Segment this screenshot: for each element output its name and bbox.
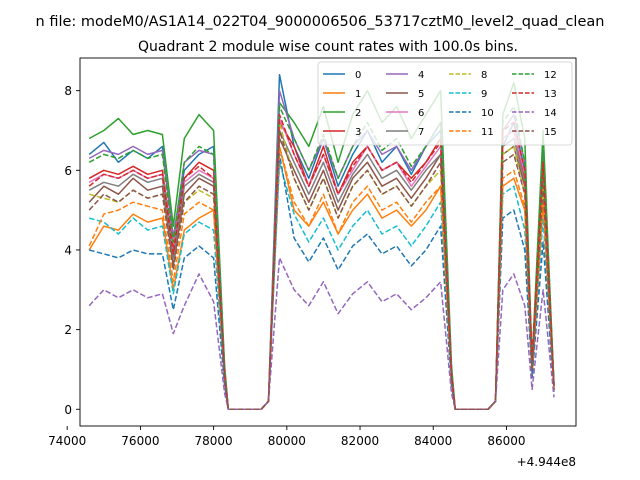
series-line-14 [88, 257, 555, 411]
legend-label-10: 10 [481, 108, 494, 119]
y-tick-label: 8 [64, 84, 72, 98]
plot-area [88, 73, 555, 411]
chart-title: Quadrant 2 module wise count rates with … [138, 39, 518, 55]
x-tick-label: 86000 [487, 434, 525, 448]
axes-frame [79, 57, 577, 427]
y-tick-label: 2 [64, 323, 72, 337]
legend-label-1: 1 [355, 89, 361, 100]
legend-label-4: 4 [418, 70, 424, 81]
y-axis-ticks: 0 2 4 6 8 [64, 84, 80, 417]
x-tick-label: 74000 [48, 434, 86, 448]
legend-label-6: 6 [418, 108, 424, 119]
legend-label-3: 3 [355, 127, 361, 138]
y-tick-label: 4 [64, 243, 72, 257]
legend-label-11: 11 [481, 127, 494, 138]
figure-suptitle: n file: modeM0/AS1A14_022T04_9000006506_… [36, 14, 605, 30]
legend-label-15: 15 [544, 127, 557, 138]
legend-label-14: 14 [544, 108, 557, 119]
x-tick-label: 80000 [268, 434, 306, 448]
series-line-7 [88, 129, 555, 411]
legend-box [317, 61, 573, 146]
x-tick-label: 76000 [121, 434, 159, 448]
series-line-12 [88, 105, 555, 411]
series-line-1 [88, 145, 555, 411]
legend-label-2: 2 [355, 108, 361, 119]
x-tick-label: 82000 [341, 434, 379, 448]
legend-label-9: 9 [481, 89, 487, 100]
x-axis-offset-label: +4.944e8 [517, 455, 576, 469]
x-tick-label: 84000 [414, 434, 452, 448]
legend-label-5: 5 [418, 89, 424, 100]
legend-label-7: 7 [418, 127, 424, 138]
y-tick-label: 6 [64, 164, 72, 178]
y-tick-label: 0 [64, 403, 72, 417]
legend-label-12: 12 [544, 70, 557, 81]
x-axis-ticks: 74000 76000 78000 80000 82000 84000 86000 [48, 426, 526, 448]
x-tick-label: 78000 [195, 434, 233, 448]
legend-label-0: 0 [355, 70, 361, 81]
legend-label-8: 8 [481, 70, 487, 81]
series-line-11 [88, 145, 555, 411]
legend-label-13: 13 [544, 89, 557, 100]
series-line-10 [89, 153, 555, 411]
series-line-15 [88, 129, 555, 411]
series-line-6 [88, 117, 555, 411]
